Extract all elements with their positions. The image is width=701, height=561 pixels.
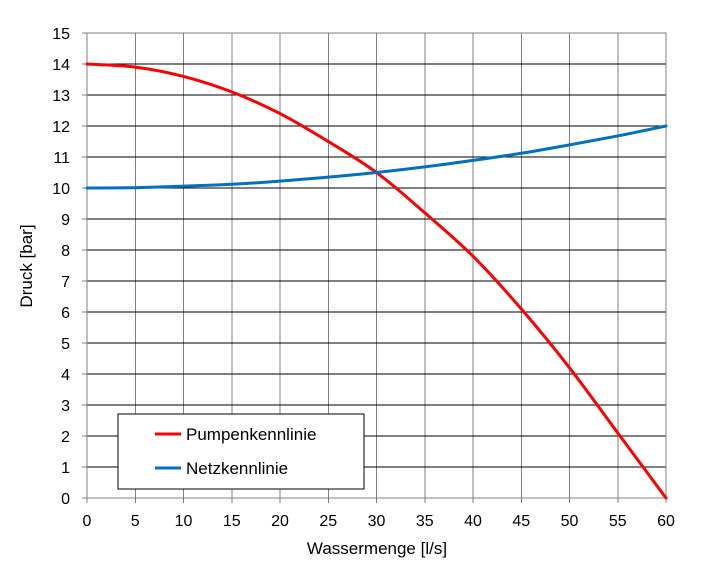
x-tick-label-30: 30: [368, 513, 386, 530]
y-tick-label-6: 6: [61, 305, 70, 322]
y-tick-label-8: 8: [61, 243, 70, 260]
y-tick-label-0: 0: [61, 491, 70, 508]
y-tick-label-1: 1: [61, 460, 70, 477]
legend-label-pumpenkennlinie: Pumpenkennlinie: [186, 425, 316, 444]
y-tick-label-5: 5: [61, 336, 70, 353]
y-axis-title: Druck [bar]: [17, 224, 36, 307]
series-line-pumpenkennlinie: [85, 62, 668, 500]
y-tick-label-11: 11: [53, 150, 70, 167]
y-tick-label-3: 3: [61, 398, 70, 415]
series-line-netzkennlinie: [85, 124, 668, 190]
series-layer: [85, 62, 668, 500]
x-tick-label-55: 55: [609, 513, 627, 530]
x-tick-label-5: 5: [131, 513, 140, 530]
x-tick-label-0: 0: [83, 513, 92, 530]
y-tick-label-10: 10: [52, 181, 70, 198]
legend: Pumpenkennlinie Netzkennlinie: [117, 413, 365, 490]
x-tick-label-20: 20: [271, 513, 289, 530]
axes: 0 5 10 15 20 25 30 35 40 45 50 55 600123456789101112…: [52, 26, 675, 530]
y-tick-label-7: 7: [61, 274, 70, 291]
x-tick-label-60: 60: [657, 513, 675, 530]
y-tick-label-9: 9: [61, 212, 70, 229]
y-tick-label-14: 14: [52, 57, 70, 74]
x-tick-label-15: 15: [223, 513, 241, 530]
x-tick-label-25: 25: [319, 513, 337, 530]
y-tick-label-4: 4: [61, 367, 70, 384]
y-tick-label-12: 12: [52, 119, 70, 136]
legend-box: [117, 413, 365, 490]
x-axis-title: Wassermenge [l/s]: [307, 539, 447, 558]
x-tick-label-35: 35: [416, 513, 434, 530]
x-tick-label-45: 45: [512, 513, 530, 530]
x-tick-label-50: 50: [561, 513, 579, 530]
legend-label-netzkennlinie: Netzkennlinie: [186, 459, 288, 478]
y-tick-label-2: 2: [61, 429, 70, 446]
x-tick-label-40: 40: [464, 513, 482, 530]
x-tick-label-10: 10: [175, 513, 193, 530]
plot-frame: [86, 32, 667, 499]
y-tick-label-13: 13: [52, 88, 70, 105]
y-tick-label-15: 15: [52, 26, 70, 43]
